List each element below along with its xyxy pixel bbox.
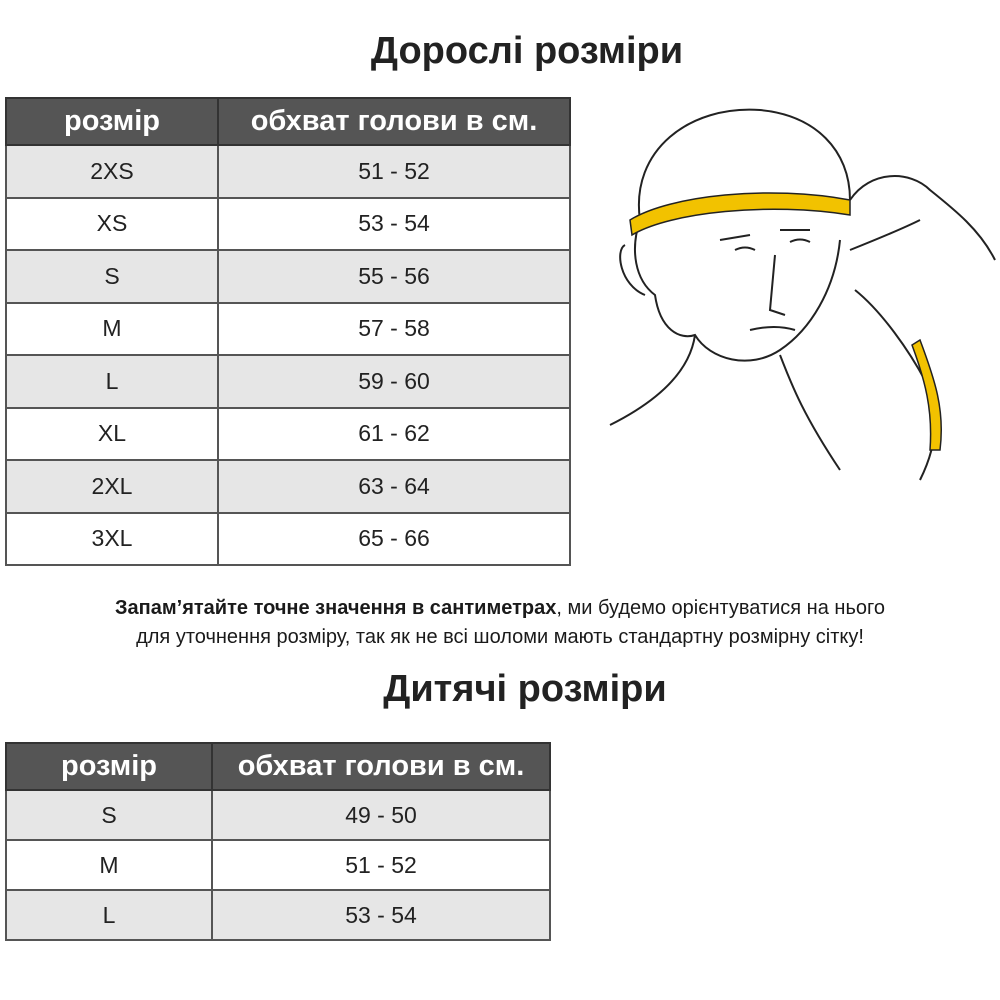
kids-size-table: розмір обхват голови в см. S 49 - 50 M 51 - … (5, 742, 551, 941)
head-circumference-header: обхват голови в см. (211, 742, 551, 791)
circumference-cell: 49 - 50 (211, 789, 551, 841)
size-cell: M (5, 301, 219, 356)
table-row: L 59 - 60 (5, 354, 571, 409)
circumference-cell: 51 - 52 (217, 144, 571, 199)
circumference-cell: 53 - 54 (217, 196, 571, 251)
adult-sizes-title: Дорослі розміри (370, 30, 684, 72)
size-cell: 3XL (5, 511, 219, 566)
size-cell: S (5, 789, 213, 841)
kids-sizes-title: Дитячі розміри (383, 668, 667, 710)
size-header: розмір (5, 742, 213, 791)
head-measurement-illustration (609, 108, 996, 481)
size-cell: S (5, 249, 219, 304)
circumference-cell: 61 - 62 (217, 406, 571, 461)
size-cell: L (5, 889, 213, 941)
table-row: S 49 - 50 (5, 789, 551, 841)
circumference-cell: 59 - 60 (217, 354, 571, 409)
size-cell: M (5, 839, 213, 891)
circumference-cell: 57 - 58 (217, 301, 571, 356)
size-cell: XS (5, 196, 219, 251)
table-row: M 51 - 52 (5, 839, 551, 891)
table-row: 2XL 63 - 64 (5, 459, 571, 514)
circumference-cell: 65 - 66 (217, 511, 571, 566)
table-row: XL 61 - 62 (5, 406, 571, 461)
table-row: 2XS 51 - 52 (5, 144, 571, 199)
size-cell: XL (5, 406, 219, 461)
circumference-cell: 53 - 54 (211, 889, 551, 941)
size-header: розмір (5, 97, 219, 146)
table-row: XS 53 - 54 (5, 196, 571, 251)
adult-size-table: розмір обхват голови в см. 2XS 51 - 52 XS 53… (5, 97, 571, 566)
circumference-cell: 63 - 64 (217, 459, 571, 514)
note-text-1: , ми будемо орієнтуватися на нього (556, 597, 885, 619)
table-row: S 55 - 56 (5, 249, 571, 304)
size-cell: 2XS (5, 144, 219, 199)
table-row: M 57 - 58 (5, 301, 571, 356)
measurement-note: Запам’ятайте точне значення в сантиметра… (0, 594, 1000, 652)
note-text-2: для уточнення розміру, так як не всі шол… (136, 626, 864, 648)
circumference-cell: 55 - 56 (217, 249, 571, 304)
table-row: L 53 - 54 (5, 889, 551, 941)
circumference-cell: 51 - 52 (211, 839, 551, 891)
size-cell: 2XL (5, 459, 219, 514)
note-bold-text: Запам’ятайте точне значення в сантиметра… (115, 597, 557, 619)
head-circumference-header: обхват голови в см. (217, 97, 571, 146)
size-cell: L (5, 354, 219, 409)
table-row: 3XL 65 - 66 (5, 511, 571, 566)
